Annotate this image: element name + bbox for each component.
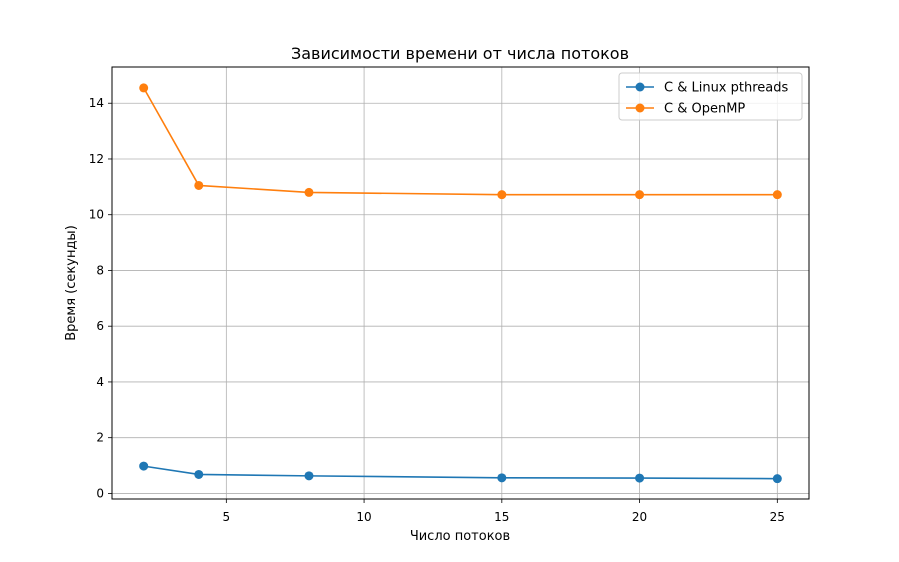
y-tick-label: 0 <box>96 486 104 500</box>
y-tick-label: 10 <box>89 208 104 222</box>
legend-marker-openmp <box>635 103 645 113</box>
y-tick-label: 6 <box>96 319 104 333</box>
x-tick-label: 25 <box>770 510 785 524</box>
series-line-pthreads <box>143 465 778 480</box>
chart-title: Зависимости времени от числа потоков <box>291 44 629 63</box>
data-point-openmp <box>497 190 507 200</box>
legend-label-openmp: C & OpenMP <box>664 102 745 117</box>
axis-ticks: 5 10 15 20 25 0 2 4 6 8 10 12 14 <box>89 96 785 524</box>
y-tick-label: 2 <box>96 431 104 445</box>
legend: C & Linux pthreads C & OpenMP <box>618 72 803 121</box>
x-tick-label: 20 <box>632 510 647 524</box>
x-tick-label: 15 <box>494 510 509 524</box>
x-axis-label: Число потоков <box>410 529 510 544</box>
x-tick-label: 5 <box>223 510 231 524</box>
data-point-pthreads <box>497 473 507 483</box>
legend-marker-pthreads <box>635 82 645 92</box>
data-point-openmp <box>194 180 204 190</box>
data-point-pthreads <box>304 471 314 481</box>
data-point-openmp <box>139 83 149 93</box>
series <box>139 83 782 484</box>
data-point-pthreads <box>139 461 149 471</box>
legend-label-pthreads: C & Linux pthreads <box>664 81 789 96</box>
data-point-openmp <box>304 187 314 197</box>
y-tick-label: 12 <box>89 152 104 166</box>
y-tick-label: 14 <box>89 96 104 110</box>
y-tick-label: 8 <box>96 263 104 277</box>
data-point-pthreads <box>635 473 645 483</box>
grid <box>112 67 809 499</box>
data-point-openmp <box>772 190 782 200</box>
legend-box <box>618 72 803 121</box>
plot-frame <box>111 66 810 500</box>
data-point-pthreads <box>772 474 782 484</box>
series-line-openmp <box>142 87 778 196</box>
y-tick-label: 4 <box>96 375 104 389</box>
x-tick-label: 10 <box>356 510 371 524</box>
data-point-pthreads <box>194 469 204 479</box>
data-point-openmp <box>635 190 645 200</box>
y-axis-label: Время (секунды) <box>64 225 79 341</box>
